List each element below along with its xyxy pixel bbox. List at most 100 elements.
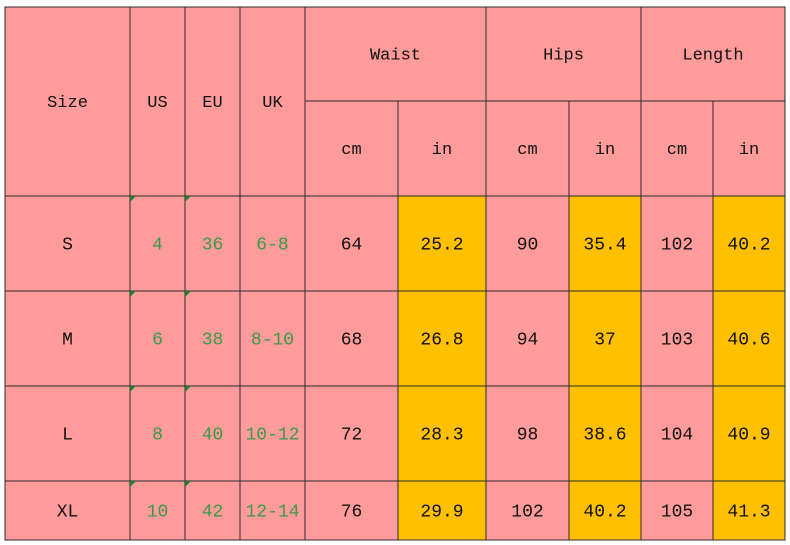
cell-text: 105	[661, 502, 693, 522]
cell-text: S	[62, 235, 73, 255]
table-cell	[485, 100, 570, 197]
cell-text: 10	[147, 502, 169, 522]
comment-marker	[185, 291, 191, 297]
table-cell	[640, 100, 714, 197]
cell-text: in	[739, 141, 759, 160]
cell-text: cm	[517, 141, 537, 160]
cell-text: Size	[47, 94, 88, 113]
cell-text: US	[147, 94, 167, 113]
cell-text: 64	[341, 235, 363, 255]
table-cell	[304, 6, 487, 102]
table-cell	[129, 385, 186, 482]
comment-marker	[185, 386, 191, 392]
cell-text: 40.2	[727, 235, 770, 255]
table-cell	[184, 480, 241, 541]
cell-text: cm	[341, 141, 361, 160]
table-cell	[304, 100, 399, 197]
cell-text: 12-14	[245, 502, 299, 522]
cell-text: 90	[517, 235, 539, 255]
table-cell	[712, 480, 786, 541]
cell-text: UK	[262, 94, 283, 113]
table-cell	[4, 480, 131, 541]
cell-text: EU	[202, 94, 222, 113]
table-cell	[485, 385, 570, 482]
cell-text: 29.9	[420, 502, 463, 522]
table-cell	[184, 6, 241, 197]
cell-text: 98	[517, 425, 539, 445]
table-cell	[485, 6, 642, 102]
table-cell	[712, 195, 786, 292]
table-cell	[184, 385, 241, 482]
cell-text: 36	[202, 235, 224, 255]
table-cell	[485, 195, 570, 292]
table-cell	[304, 290, 399, 387]
cell-text: in	[432, 141, 452, 160]
table-cell	[4, 290, 131, 387]
cell-text: 41.3	[727, 502, 770, 522]
cell-text: in	[595, 141, 615, 160]
table-cell	[397, 290, 487, 387]
cell-text: 72	[341, 425, 363, 445]
cell-text: 28.3	[420, 425, 463, 445]
cell-text: cm	[667, 141, 687, 160]
cell-text: 6-8	[256, 235, 288, 255]
cell-text: Length	[682, 46, 743, 65]
table-cell	[4, 385, 131, 482]
table-cell	[712, 385, 786, 482]
cell-text: XL	[57, 502, 79, 522]
comment-marker	[130, 481, 136, 487]
cell-text: 6	[152, 330, 163, 350]
table-cell	[304, 195, 399, 292]
cell-text: 10-12	[245, 425, 299, 445]
table-cell	[712, 100, 786, 197]
comment-marker	[185, 196, 191, 202]
cell-text: 8-10	[251, 330, 294, 350]
table-cell	[397, 385, 487, 482]
table-cell	[640, 480, 714, 541]
comment-marker	[185, 481, 191, 487]
table-cell	[239, 6, 306, 197]
table-cell	[304, 385, 399, 482]
table-cell	[485, 290, 570, 387]
cell-text: 40	[202, 425, 224, 445]
table-cell	[184, 290, 241, 387]
cell-text: 4	[152, 235, 163, 255]
cell-text: 26.8	[420, 330, 463, 350]
cell-text: 38.6	[583, 425, 626, 445]
table-cell	[4, 6, 131, 197]
table-cell	[568, 480, 642, 541]
table-cell	[640, 195, 714, 292]
cell-text: Waist	[370, 46, 421, 65]
table-cell	[397, 195, 487, 292]
comment-marker	[130, 196, 136, 202]
cell-text: 102	[661, 235, 693, 255]
cell-text: 94	[517, 330, 539, 350]
comment-marker	[130, 386, 136, 392]
table-cell	[640, 290, 714, 387]
table-cell	[485, 480, 570, 541]
table-cell	[129, 6, 186, 197]
cell-text: 38	[202, 330, 224, 350]
cell-text: 40.2	[583, 502, 626, 522]
cell-text: 40.6	[727, 330, 770, 350]
cell-text: 8	[152, 425, 163, 445]
table-cell	[712, 290, 786, 387]
table-cell	[397, 480, 487, 541]
cell-text: M	[62, 330, 73, 350]
cell-text: 102	[511, 502, 543, 522]
cell-text: L	[62, 425, 73, 445]
table-cell	[568, 290, 642, 387]
cell-text: 35.4	[583, 235, 626, 255]
cell-text: 37	[594, 330, 616, 350]
comment-marker	[130, 291, 136, 297]
table-cell	[184, 195, 241, 292]
cell-text: 103	[661, 330, 693, 350]
table-cell	[239, 290, 306, 387]
table-cell	[304, 480, 399, 541]
cell-text: 76	[341, 502, 363, 522]
table-cell	[568, 195, 642, 292]
cell-text: 68	[341, 330, 363, 350]
table-cell	[239, 195, 306, 292]
